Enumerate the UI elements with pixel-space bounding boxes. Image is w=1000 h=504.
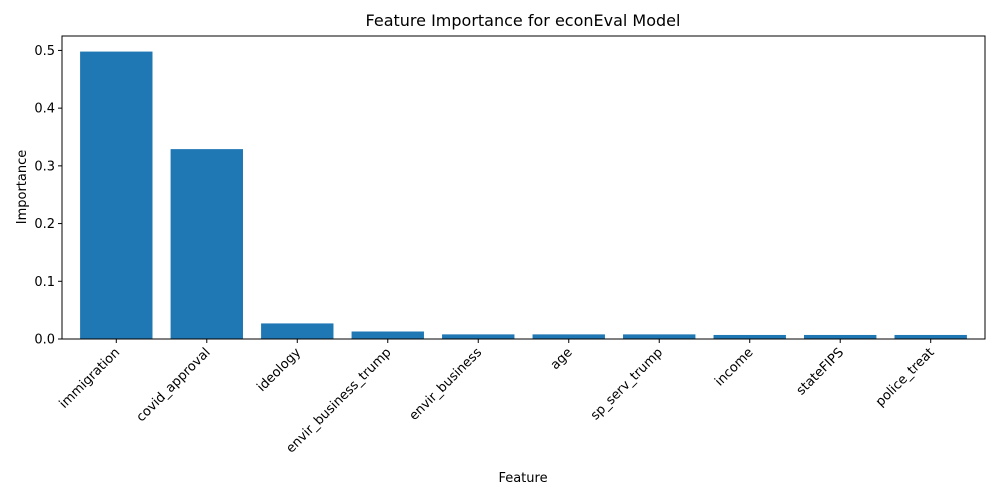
y-tick-label: 0.0	[34, 333, 55, 348]
bar-sp_serv_trump	[623, 334, 696, 339]
bar-covid_approval	[170, 149, 243, 339]
bar-age	[532, 334, 605, 339]
bar-envir_business_trump	[351, 331, 424, 339]
bar-envir_business	[442, 334, 515, 339]
bar-police_treat	[894, 334, 967, 339]
chart-title: Feature Importance for econEval Model	[366, 11, 681, 30]
y-tick-label: 0.3	[34, 159, 55, 174]
y-axis-ticks: 0.0 0.1 0.2 0.3 0.4 0.5	[34, 44, 62, 348]
y-axis-label: Importance	[15, 150, 30, 225]
y-tick-label: 0.2	[34, 217, 55, 232]
y-tick-label: 0.5	[34, 44, 55, 59]
y-tick-label: 0.1	[34, 275, 55, 290]
bar-ideology	[261, 323, 334, 339]
bars-group	[80, 51, 967, 339]
bar-income	[713, 334, 786, 339]
x-axis-label: Feature	[498, 471, 547, 486]
bar-immigration	[80, 51, 153, 339]
plot-frame	[61, 35, 986, 340]
y-tick-label: 0.4	[34, 102, 55, 117]
bar-stateFIPS	[804, 334, 877, 339]
